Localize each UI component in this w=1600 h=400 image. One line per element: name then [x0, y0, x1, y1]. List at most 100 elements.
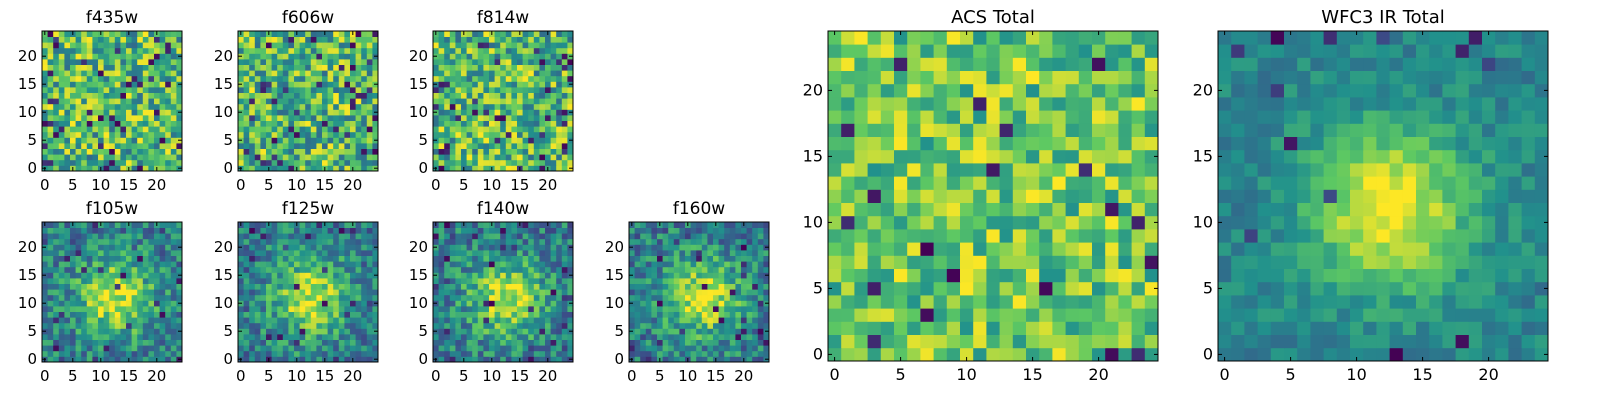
heatmap-cell: [366, 255, 373, 262]
heatmap-cell: [81, 143, 88, 149]
heatmap-cell: [322, 306, 328, 312]
heatmap-cell: [243, 233, 250, 240]
heatmap-cell: [444, 278, 451, 284]
heatmap-cell: [86, 311, 93, 318]
heatmap-cell: [159, 98, 166, 105]
heatmap-cell: [254, 59, 261, 65]
heatmap-cell: [1026, 229, 1040, 243]
heatmap-cell: [310, 222, 317, 228]
heatmap-cell: [724, 222, 731, 228]
heatmap-cell: [288, 244, 295, 251]
heatmap-cell: [288, 350, 295, 357]
heatmap-cell: [483, 278, 490, 284]
heatmap-cell: [137, 92, 144, 99]
heatmap-cell: [92, 250, 99, 256]
heatmap-cell: [489, 120, 495, 127]
heatmap-cell: [344, 92, 351, 99]
y-tick-label: 5: [223, 131, 233, 149]
heatmap-cell: [528, 103, 535, 110]
heatmap-cell: [355, 42, 362, 49]
heatmap-cell: [154, 255, 160, 262]
heatmap-cell: [120, 227, 127, 234]
heatmap-cell: [249, 47, 256, 54]
heatmap-cell: [148, 222, 155, 228]
heatmap-cell: [260, 278, 267, 284]
heatmap-cell: [528, 356, 535, 363]
heatmap-cell: [539, 317, 546, 324]
heatmap-cell: [322, 70, 328, 77]
heatmap-cell: [277, 300, 284, 307]
heatmap-cell: [640, 255, 647, 262]
heatmap-cell: [550, 31, 557, 37]
heatmap-cell: [58, 222, 65, 228]
heatmap-cell: [53, 345, 60, 352]
heatmap-cell: [657, 350, 663, 357]
heatmap-cell: [907, 202, 921, 217]
heatmap-cell: [75, 31, 82, 37]
heatmap-cell: [344, 238, 351, 245]
heatmap-cell: [126, 103, 132, 110]
heatmap-cell: [634, 261, 641, 268]
heatmap-cell: [561, 272, 568, 279]
heatmap-cell: [752, 322, 759, 329]
heatmap-cell: [350, 59, 356, 65]
heatmap-cell: [333, 64, 340, 71]
heatmap-cell: [438, 317, 445, 324]
heatmap-cell: [344, 255, 351, 262]
heatmap-cell: [567, 222, 574, 228]
heatmap-cell: [53, 300, 60, 307]
heatmap-cell: [522, 59, 529, 65]
x-tick-label: 15: [315, 367, 334, 385]
heatmap-cell: [466, 143, 473, 149]
heatmap-cell: [477, 272, 484, 279]
heatmap-cell: [477, 42, 484, 49]
heatmap-cell: [355, 148, 362, 155]
heatmap-cell: [81, 120, 88, 127]
heatmap-cell: [444, 47, 451, 54]
heatmap-cell: [752, 311, 759, 318]
heatmap-cell: [103, 233, 110, 240]
heatmap-cell: [752, 328, 759, 335]
heatmap-cell: [494, 131, 501, 138]
heatmap-cell: [176, 143, 183, 149]
heatmap-cell: [266, 137, 272, 144]
heatmap-cell: [58, 244, 65, 251]
heatmap-cell: [372, 233, 379, 240]
heatmap-cell: [154, 261, 160, 268]
heatmap-cell: [946, 229, 961, 243]
heatmap-cell: [690, 300, 697, 307]
heatmap-cell: [729, 233, 736, 240]
y-tick-label: 10: [18, 294, 37, 312]
heatmap-cell: [98, 261, 104, 268]
heatmap-cell: [483, 159, 490, 166]
heatmap-cell: [729, 306, 736, 312]
heatmap-cell: [355, 311, 362, 318]
heatmap-cell: [271, 250, 278, 256]
heatmap-cell: [999, 295, 1014, 309]
heatmap-cell: [828, 268, 842, 283]
heatmap-cell: [327, 75, 334, 82]
heatmap-cell: [75, 300, 82, 307]
heatmap-cell: [718, 238, 725, 245]
heatmap-cell: [528, 250, 535, 256]
heatmap-cell: [433, 47, 439, 54]
heatmap-cell: [550, 109, 557, 116]
heatmap-cell: [673, 289, 680, 296]
heatmap-cell: [545, 64, 551, 71]
heatmap-cell: [249, 306, 256, 312]
heatmap-cell: [355, 165, 362, 172]
heatmap-cell: [466, 261, 473, 268]
heatmap-cell: [310, 120, 317, 127]
heatmap-cell: [500, 81, 507, 88]
heatmap-cell: [438, 109, 445, 116]
heatmap-cell: [752, 227, 759, 234]
heatmap-cell: [333, 272, 340, 279]
heatmap-cell: [109, 283, 116, 290]
heatmap-cell: [690, 233, 697, 240]
heatmap-cell: [294, 81, 300, 88]
heatmap-cell: [271, 36, 278, 43]
heatmap-cell: [449, 120, 456, 127]
heatmap-cell: [986, 189, 1000, 203]
heatmap-cell: [64, 143, 71, 149]
heatmap-cell: [757, 238, 764, 245]
